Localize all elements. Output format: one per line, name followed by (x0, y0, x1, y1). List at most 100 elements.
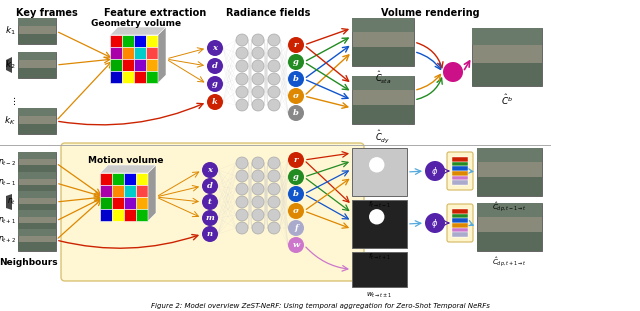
Circle shape (268, 183, 280, 195)
Text: x: x (212, 44, 218, 52)
Text: $k_2$: $k_2$ (5, 59, 16, 71)
Text: $f_{t \rightarrow t-1}$: $f_{t \rightarrow t-1}$ (368, 200, 391, 210)
Circle shape (268, 34, 280, 46)
Bar (477, 177, 542, 196)
Bar (124, 185, 136, 197)
Polygon shape (110, 27, 166, 35)
FancyBboxPatch shape (472, 28, 542, 86)
Bar (18, 123, 56, 134)
Circle shape (252, 73, 264, 85)
Bar (452, 218, 468, 223)
Bar (100, 185, 112, 197)
Bar (452, 232, 468, 237)
Circle shape (288, 105, 304, 121)
FancyBboxPatch shape (477, 148, 542, 196)
Polygon shape (158, 27, 166, 83)
FancyBboxPatch shape (352, 18, 414, 66)
Circle shape (370, 158, 384, 172)
FancyBboxPatch shape (61, 143, 364, 281)
Circle shape (425, 161, 445, 181)
Bar (452, 209, 468, 214)
Text: $\phi$: $\phi$ (431, 165, 438, 178)
Circle shape (268, 99, 280, 111)
Bar (122, 35, 134, 47)
Circle shape (288, 169, 304, 185)
FancyBboxPatch shape (18, 191, 56, 213)
Polygon shape (100, 165, 156, 173)
Bar (134, 47, 146, 59)
Bar (146, 71, 158, 83)
Circle shape (207, 40, 223, 56)
Circle shape (288, 203, 304, 219)
Bar (18, 52, 56, 60)
Circle shape (252, 196, 264, 208)
Circle shape (370, 210, 384, 224)
FancyBboxPatch shape (352, 76, 414, 124)
Text: x: x (207, 166, 212, 174)
Bar (452, 214, 468, 218)
Text: g: g (293, 173, 299, 181)
Bar (112, 185, 124, 197)
Bar (110, 59, 122, 71)
Text: w: w (292, 241, 300, 249)
FancyBboxPatch shape (18, 210, 56, 232)
Bar (352, 105, 414, 124)
Bar (452, 176, 468, 180)
Bar (146, 59, 158, 71)
Text: d: d (207, 182, 213, 190)
FancyBboxPatch shape (18, 18, 56, 44)
Text: $\phi$: $\phi$ (431, 216, 438, 230)
Circle shape (236, 73, 248, 85)
Circle shape (207, 58, 223, 74)
Circle shape (252, 183, 264, 195)
FancyBboxPatch shape (18, 172, 56, 194)
Circle shape (268, 60, 280, 72)
Bar (452, 232, 468, 237)
FancyBboxPatch shape (18, 52, 56, 78)
Text: $\hat{C}_{sta}$: $\hat{C}_{sta}$ (375, 70, 391, 86)
Bar (477, 203, 542, 217)
Bar (18, 152, 56, 159)
Text: $w_{t \rightarrow t\pm1}$: $w_{t \rightarrow t\pm1}$ (366, 291, 392, 300)
Text: $\vdots$: $\vdots$ (9, 95, 16, 107)
Text: Neighbours: Neighbours (0, 258, 58, 267)
Text: σ: σ (293, 207, 299, 215)
Text: Radiance fields: Radiance fields (226, 8, 310, 18)
Text: g: g (293, 58, 299, 66)
Text: $n_{t+1}$: $n_{t+1}$ (0, 216, 16, 226)
Circle shape (252, 157, 264, 169)
Text: n: n (207, 230, 213, 238)
Bar (452, 176, 468, 180)
Bar (18, 204, 56, 213)
FancyBboxPatch shape (447, 152, 473, 190)
Bar (18, 191, 56, 197)
FancyBboxPatch shape (18, 108, 56, 134)
Text: $n_{t-2}$: $n_{t-2}$ (0, 158, 16, 168)
Circle shape (236, 222, 248, 234)
Circle shape (236, 47, 248, 59)
Bar (452, 162, 468, 166)
Circle shape (236, 86, 248, 98)
Bar (18, 172, 56, 179)
Bar (18, 210, 56, 216)
Bar (134, 35, 146, 47)
Circle shape (202, 194, 218, 210)
Circle shape (288, 220, 304, 236)
Bar (352, 18, 414, 32)
Bar (136, 197, 148, 209)
Bar (146, 47, 158, 59)
Bar (452, 218, 468, 223)
Text: $\hat{C}_{dp,t-1\rightarrow t}$: $\hat{C}_{dp,t-1\rightarrow t}$ (492, 200, 527, 214)
Bar (100, 209, 112, 221)
Bar (452, 157, 468, 162)
Bar (18, 34, 56, 44)
Bar (452, 223, 468, 228)
Circle shape (236, 60, 248, 72)
Bar (122, 59, 134, 71)
Text: σ: σ (293, 92, 299, 100)
Text: $f_{t \rightarrow t+1}$: $f_{t \rightarrow t+1}$ (368, 252, 391, 262)
Bar (110, 47, 122, 59)
Circle shape (288, 54, 304, 70)
Bar (124, 209, 136, 221)
Text: f: f (294, 224, 298, 232)
